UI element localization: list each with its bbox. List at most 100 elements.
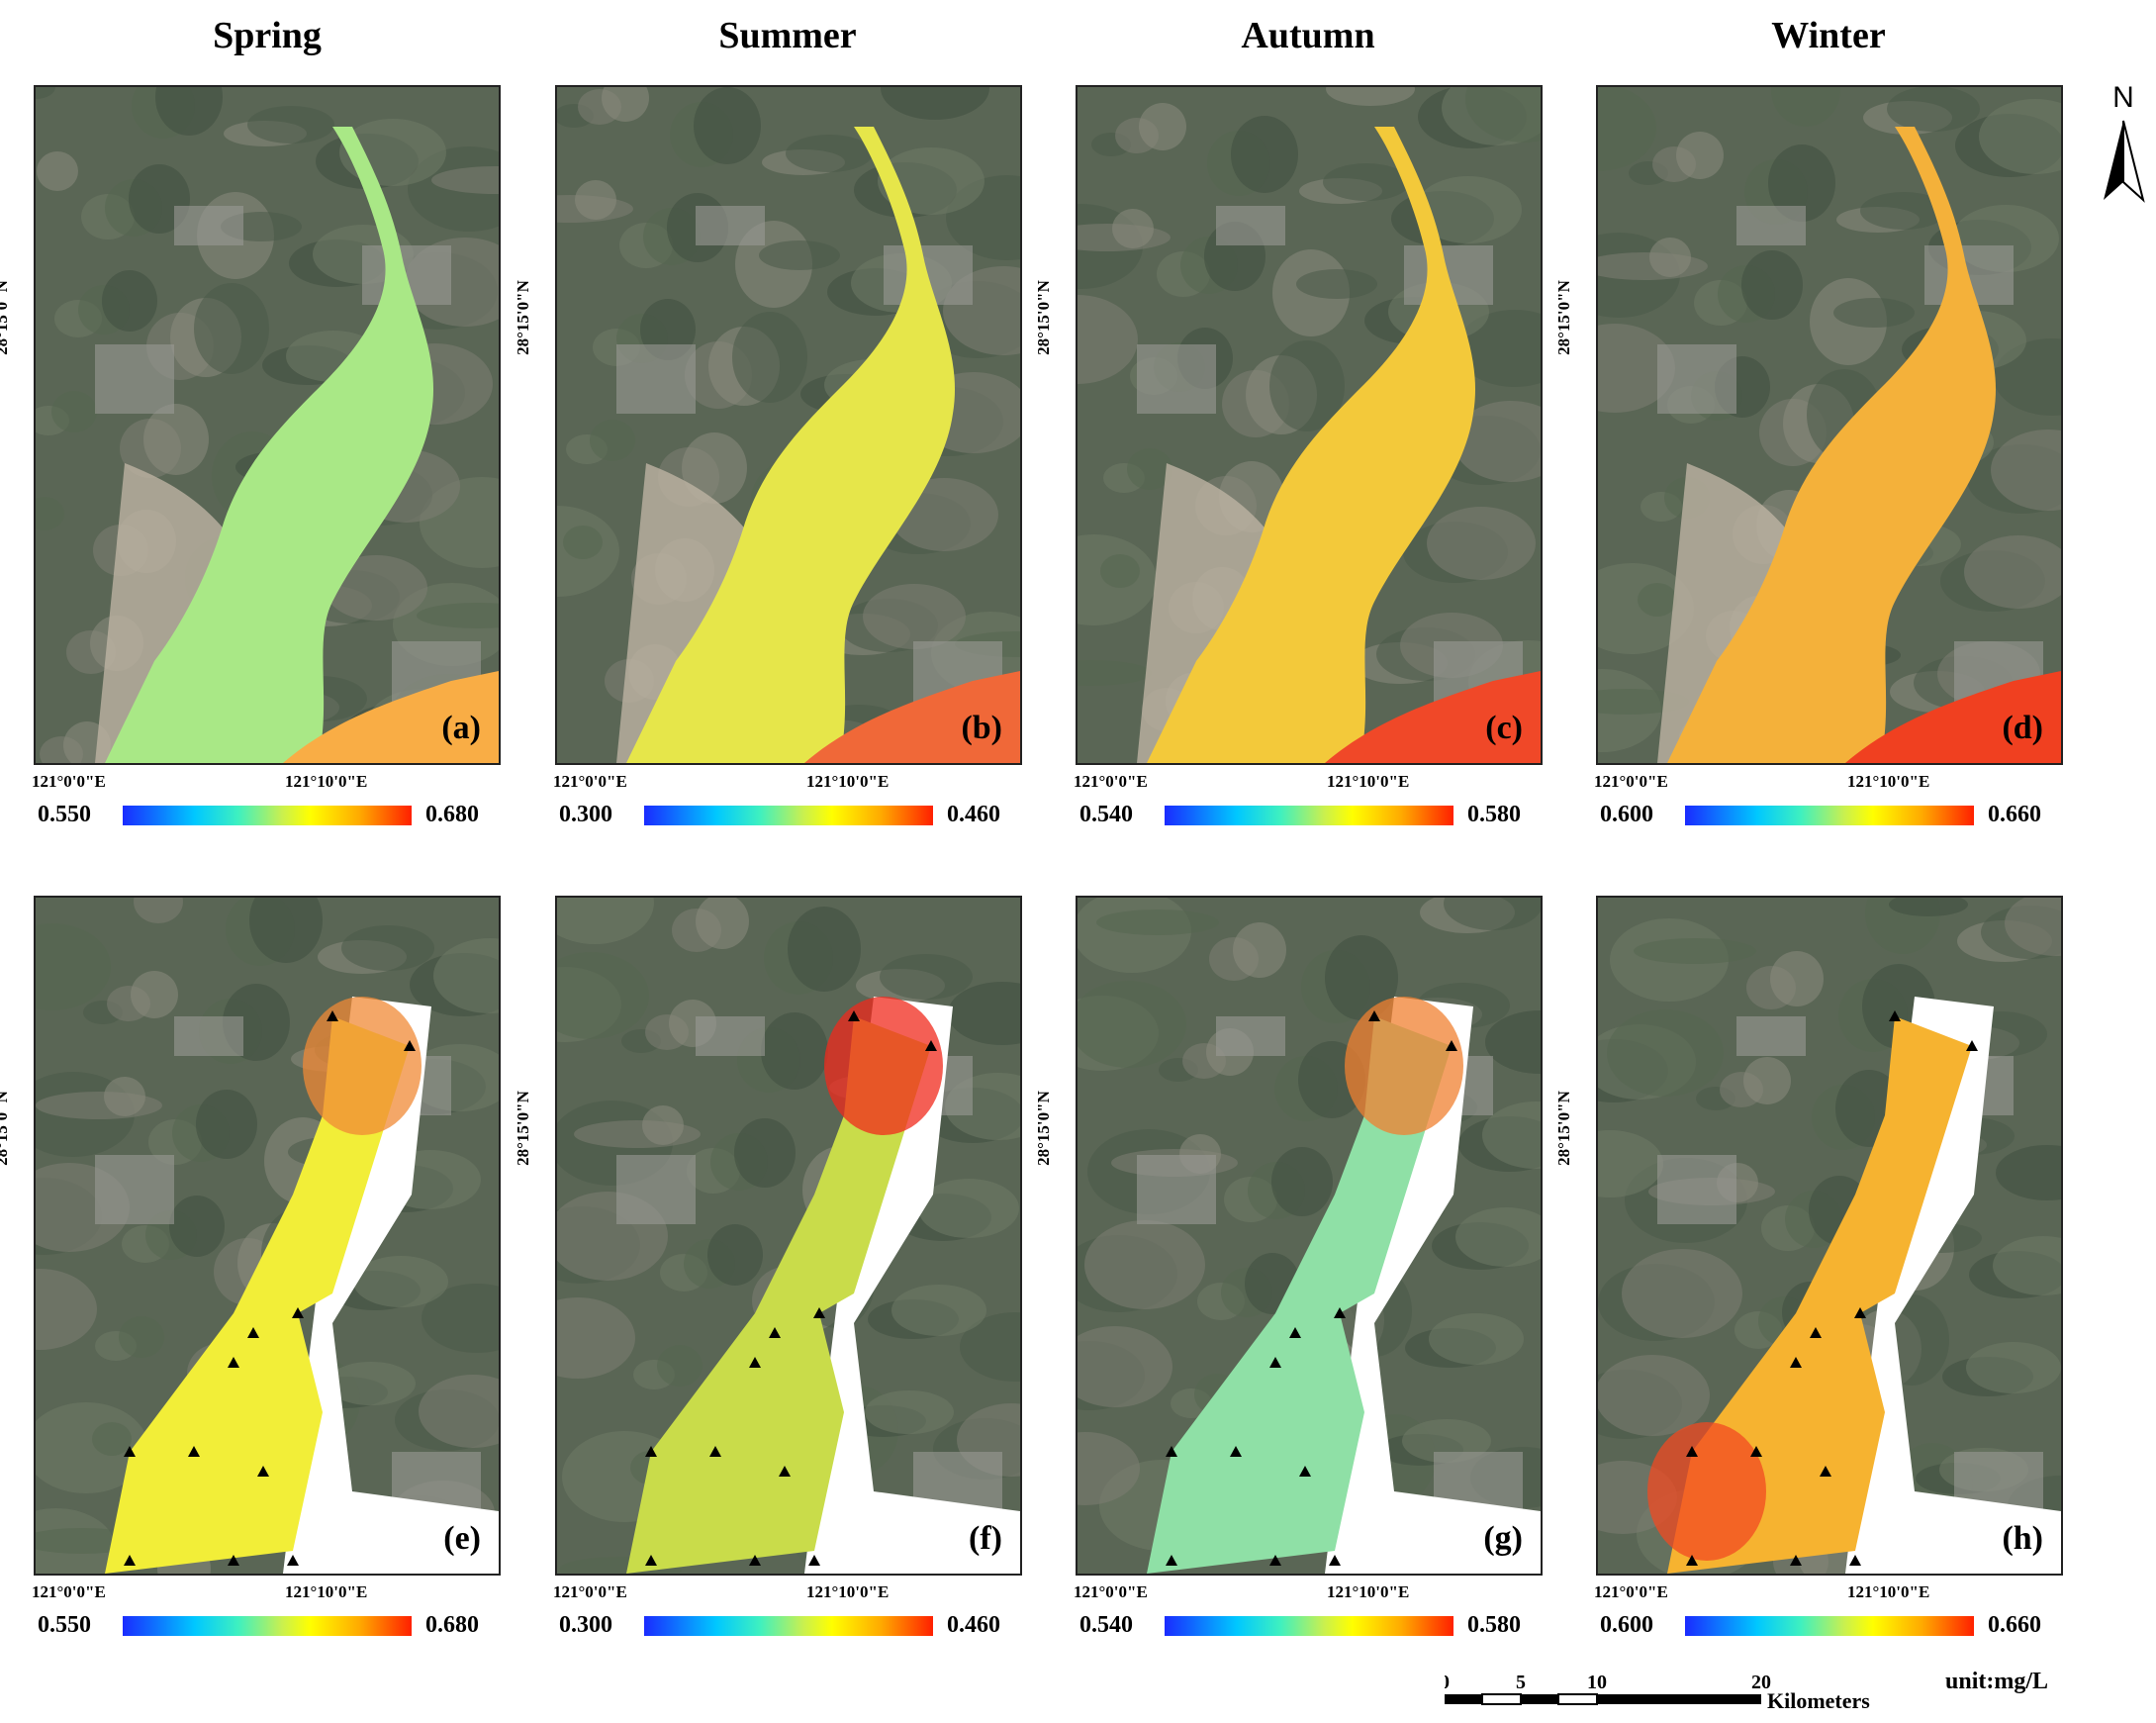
sample-station-marker xyxy=(1790,1357,1802,1368)
colorbar-min-label: 0.600 xyxy=(1600,802,1653,827)
map-panel-spring-remote: (a) xyxy=(34,85,501,765)
sample-station-marker xyxy=(1810,1327,1822,1338)
latitude-label: 28°15'0"N xyxy=(513,280,532,355)
scale-tick-5: 5 xyxy=(1516,1672,1526,1693)
sample-station-marker xyxy=(292,1307,304,1318)
sample-station-marker xyxy=(257,1466,269,1477)
scale-tick-0: 0 xyxy=(1445,1672,1450,1693)
colorbar-min-label: 0.540 xyxy=(1079,1612,1133,1638)
latitude-label: 28°15'0"N xyxy=(1553,1091,1573,1166)
latitude-label: 28°15'0"N xyxy=(0,1091,11,1166)
colorbar xyxy=(1165,806,1453,825)
longitude-label-1: 121°0'0"E xyxy=(1074,1582,1148,1601)
sample-station-marker xyxy=(1966,1040,1978,1051)
sample-station-marker xyxy=(1230,1446,1242,1457)
sample-station-marker xyxy=(228,1555,239,1566)
latitude-label: 28°15'0"N xyxy=(513,1091,532,1166)
sample-station-marker xyxy=(925,1040,937,1051)
colorbar-min-label: 0.300 xyxy=(559,1612,612,1638)
colorbar xyxy=(644,1616,933,1636)
sample-station-marker xyxy=(1889,1010,1901,1021)
sample-station-marker xyxy=(247,1327,259,1338)
sample-station-marker xyxy=(1790,1555,1802,1566)
sample-station-marker xyxy=(749,1555,761,1566)
sample-station-marker xyxy=(228,1357,239,1368)
panel-letter: (e) xyxy=(443,1520,481,1557)
sample-station-marker xyxy=(1329,1555,1341,1566)
longitude-label-2: 121°10'0"E xyxy=(285,1582,368,1601)
longitude-label-1: 121°0'0"E xyxy=(1074,772,1148,791)
colorbar xyxy=(1685,1616,1974,1636)
sample-station-marker xyxy=(848,1010,860,1021)
colorbar xyxy=(123,806,412,825)
longitude-label-1: 121°0'0"E xyxy=(553,1582,627,1601)
longitude-label-2: 121°10'0"E xyxy=(1847,1582,1930,1601)
panel-letter: (b) xyxy=(961,710,1002,746)
north-label: N xyxy=(2112,81,2134,114)
colorbar-min-label: 0.550 xyxy=(38,802,91,827)
panel-letter: (h) xyxy=(2002,1520,2043,1557)
sample-station-marker xyxy=(749,1357,761,1368)
sample-station-marker xyxy=(1854,1307,1866,1318)
scale-tick-20: 20 xyxy=(1751,1672,1771,1693)
map-panel-winter-remote: (d) xyxy=(1596,85,2063,765)
colorbar-min-label: 0.300 xyxy=(559,802,612,827)
sample-station-marker xyxy=(813,1307,825,1318)
sample-station-marker xyxy=(1820,1466,1831,1477)
map-panel-spring-interp: (e) xyxy=(34,896,501,1576)
sample-station-marker xyxy=(1289,1327,1301,1338)
colorbar-min-label: 0.600 xyxy=(1600,1612,1653,1638)
sample-station-marker xyxy=(327,1010,338,1021)
latitude-label: 28°15'0"N xyxy=(1033,280,1053,355)
panel-letter: (f) xyxy=(969,1520,1002,1557)
longitude-label-2: 121°10'0"E xyxy=(1327,772,1410,791)
sample-station-marker xyxy=(1269,1357,1281,1368)
colorbar-max-label: 0.580 xyxy=(1467,1612,1521,1638)
season-title-summer: Summer xyxy=(718,15,857,56)
sample-station-marker xyxy=(1686,1446,1698,1457)
longitude-label-1: 121°0'0"E xyxy=(1594,772,1668,791)
sample-station-marker xyxy=(287,1555,299,1566)
colorbar-max-label: 0.580 xyxy=(1467,802,1521,827)
sample-station-marker xyxy=(1299,1466,1311,1477)
sample-station-marker xyxy=(1334,1307,1346,1318)
map-panel-winter-interp: (h) xyxy=(1596,896,2063,1576)
colorbar-max-label: 0.680 xyxy=(425,802,479,827)
sample-station-marker xyxy=(645,1555,657,1566)
unit-label: unit:mg/L xyxy=(1945,1669,2049,1694)
colorbar xyxy=(123,1616,412,1636)
sample-station-marker xyxy=(1269,1555,1281,1566)
longitude-label-2: 121°10'0"E xyxy=(285,772,368,791)
longitude-label-1: 121°0'0"E xyxy=(553,772,627,791)
sample-station-marker xyxy=(1166,1555,1177,1566)
sample-station-marker xyxy=(709,1446,721,1457)
colorbar-max-label: 0.660 xyxy=(1988,1612,2041,1638)
panel-letter: (g) xyxy=(1483,1520,1523,1557)
north-arrow-icon: N xyxy=(2098,79,2149,208)
longitude-label-2: 121°10'0"E xyxy=(806,1582,890,1601)
sample-station-marker xyxy=(808,1555,820,1566)
sample-station-marker xyxy=(124,1446,136,1457)
panel-letter: (a) xyxy=(441,710,481,746)
latitude-label: 28°15'0"N xyxy=(0,280,11,355)
sample-station-marker xyxy=(404,1040,416,1051)
sample-station-marker xyxy=(779,1466,791,1477)
sample-station-marker xyxy=(1750,1446,1762,1457)
sample-station-marker xyxy=(645,1446,657,1457)
season-title-winter: Winter xyxy=(1771,15,1886,56)
map-panel-summer-remote: (b) xyxy=(555,85,1022,765)
longitude-label-1: 121°0'0"E xyxy=(1594,1582,1668,1601)
longitude-label-1: 121°0'0"E xyxy=(32,772,106,791)
colorbar xyxy=(1685,806,1974,825)
sample-station-marker xyxy=(1849,1555,1861,1566)
sample-station-marker xyxy=(1446,1040,1457,1051)
scale-units: Kilometers xyxy=(1767,1688,1870,1713)
panel-letter: (c) xyxy=(1485,710,1523,746)
panel-letter: (d) xyxy=(2002,710,2043,746)
colorbar-max-label: 0.660 xyxy=(1988,802,2041,827)
longitude-label-2: 121°10'0"E xyxy=(1847,772,1930,791)
longitude-label-2: 121°10'0"E xyxy=(806,772,890,791)
colorbar-min-label: 0.550 xyxy=(38,1612,91,1638)
map-panel-summer-interp: (f) xyxy=(555,896,1022,1576)
map-panel-autumn-interp: (g) xyxy=(1076,896,1543,1576)
